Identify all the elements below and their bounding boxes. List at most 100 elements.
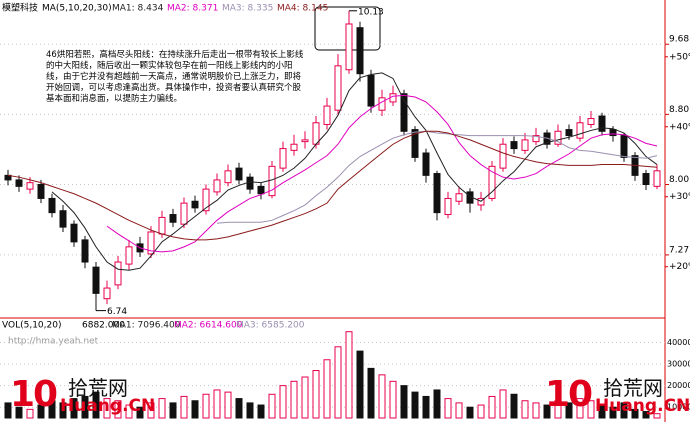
candle-body xyxy=(598,115,606,132)
y-tick-label: 8.80 xyxy=(669,105,689,115)
volume-bar xyxy=(180,395,188,419)
candle-body xyxy=(213,179,221,193)
logo-cn: 拾荒网 xyxy=(68,376,128,400)
candle-body xyxy=(4,174,12,181)
candle-body xyxy=(26,182,34,190)
candle-body xyxy=(37,184,45,199)
volume-bar xyxy=(235,398,243,419)
volume-bar xyxy=(521,400,529,419)
candle-body xyxy=(576,122,584,139)
legend-entry: MA4: 8.145 xyxy=(277,4,328,14)
candle-body xyxy=(246,176,254,190)
volume-bar xyxy=(444,398,452,419)
volume-bar xyxy=(653,413,661,419)
volume-bar xyxy=(477,404,485,419)
candle-body xyxy=(653,170,661,187)
ma-title: MA(5,10,20,30) xyxy=(42,4,112,14)
candle-body xyxy=(345,23,353,71)
volume-title: VOL(5,10,20) xyxy=(2,321,61,331)
candle-body xyxy=(191,200,199,209)
volume-legend-entry: MA2: 6614.600 xyxy=(174,321,243,331)
candle-body xyxy=(147,231,155,255)
volume-bar xyxy=(37,404,45,419)
volume-bar xyxy=(433,389,441,419)
logo-en: Huang.CN xyxy=(595,396,690,416)
annotation-note: 46烘阳若熙，高档尽头阳线：在持续涨升后走出一根带有较长上影线的中大阳线，随后收… xyxy=(46,50,304,104)
volume-bar xyxy=(532,402,540,419)
y-tick-label: 9.68 xyxy=(669,35,689,45)
candle-body xyxy=(444,197,452,216)
volume-bar xyxy=(510,393,518,419)
volume-bar xyxy=(642,411,650,419)
volume-bar xyxy=(103,398,111,419)
legend-entry: MA1: 8.434 xyxy=(112,4,164,14)
y-tick-label: 8.00 xyxy=(669,175,689,185)
logo-cn: 拾荒网 xyxy=(603,376,663,400)
volume-bar xyxy=(631,408,639,419)
volume-legend-entry: MA3: 6585.200 xyxy=(236,321,305,331)
candle-body xyxy=(510,141,518,150)
volume-bar xyxy=(488,395,496,419)
volume-last: 6882.000 xyxy=(82,321,125,331)
volume-bar xyxy=(312,370,320,419)
candle-body xyxy=(642,173,650,186)
volume-bar xyxy=(213,389,221,419)
legend-entry: MA2: 8.371 xyxy=(167,4,218,14)
volume-tick-label: 30000 xyxy=(667,360,690,369)
candle-body xyxy=(70,223,78,243)
volume-bar xyxy=(499,389,507,419)
candle-body xyxy=(609,129,617,137)
volume-tick-label: 40000 xyxy=(667,338,690,347)
volume-bar xyxy=(565,402,573,419)
volume-bar xyxy=(576,398,584,419)
volume-bar xyxy=(257,404,265,419)
volume-bar xyxy=(422,395,430,419)
candle-body xyxy=(158,216,166,235)
volume-bar xyxy=(4,402,12,419)
candle-body xyxy=(48,197,56,214)
candle-body xyxy=(15,179,23,187)
volume-bar xyxy=(48,400,56,419)
stock-name: 模塑科技 xyxy=(2,2,38,14)
candle-body xyxy=(455,193,463,202)
volume-bar xyxy=(279,385,287,419)
watermark-url: http://hma.yeah.net xyxy=(8,337,99,347)
ma-line xyxy=(216,130,658,224)
y2-tick-label: +40% xyxy=(669,122,690,132)
candle-body xyxy=(114,261,122,286)
volume-bar xyxy=(455,402,463,419)
volume-bar xyxy=(323,359,331,419)
candle-body xyxy=(257,185,265,195)
volume-bar xyxy=(411,391,419,419)
volume-tick-label: 10000 xyxy=(667,403,690,412)
candle-body xyxy=(422,152,430,176)
volume-bar xyxy=(609,406,617,419)
logo-number: 10 xyxy=(545,374,593,415)
volume-bar xyxy=(598,404,606,419)
candle-body xyxy=(125,246,133,265)
volume-bar xyxy=(356,350,364,419)
candle-body xyxy=(81,239,89,263)
candle-body xyxy=(488,165,496,199)
volume-bar xyxy=(59,402,67,419)
candle-body xyxy=(521,139,529,151)
y2-tick-label: +30% xyxy=(669,192,690,202)
y2-tick-label: +50% xyxy=(669,52,690,62)
y2-tick-label: +20% xyxy=(669,262,690,272)
volume-bar xyxy=(15,406,23,419)
volume-legend-entry: MA1: 7096.400 xyxy=(112,321,181,331)
candle-body xyxy=(499,143,507,169)
volume-bar xyxy=(81,395,89,419)
candle-body xyxy=(103,287,111,300)
volume-bar xyxy=(26,408,34,419)
logo-en: Huang.CN xyxy=(60,396,156,416)
candle-body xyxy=(235,167,243,181)
candle-body xyxy=(169,214,177,223)
candle-body xyxy=(367,74,375,107)
volume-bar xyxy=(70,398,78,419)
candle-body xyxy=(290,143,298,151)
high-label: 10.13 xyxy=(358,7,384,17)
logo-number: 10 xyxy=(10,374,58,415)
